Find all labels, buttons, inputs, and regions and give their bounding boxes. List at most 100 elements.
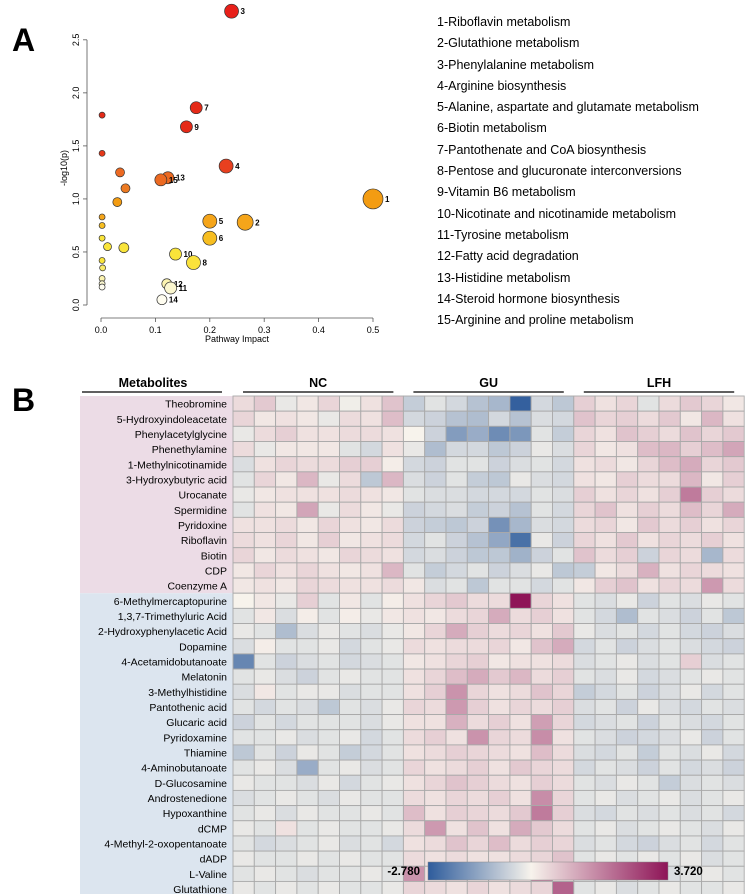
heatmap-cell — [381, 395, 404, 412]
heatmap-cell — [722, 486, 745, 503]
heatmap-cell — [530, 441, 553, 458]
heatmap-cell — [658, 683, 681, 700]
heatmap-cell — [402, 577, 426, 594]
heatmap-cell — [552, 744, 575, 761]
row-label: Melatonin — [181, 672, 227, 684]
heatmap-cell — [679, 395, 703, 412]
heatmap-cell — [637, 774, 660, 791]
heatmap-cell — [722, 501, 745, 518]
data-point-label: 13 — [176, 174, 185, 183]
row-label: D-Glucosamine — [155, 778, 228, 790]
x-axis-label: Pathway Impact — [205, 334, 270, 344]
data-point — [98, 149, 106, 157]
heatmap-cell — [275, 653, 298, 670]
heatmap-cell — [573, 744, 596, 761]
heatmap-cell — [445, 668, 468, 685]
heatmap-cell — [275, 456, 298, 473]
heatmap-cell — [275, 592, 298, 609]
heatmap-cell — [552, 562, 575, 579]
heatmap-cell — [722, 759, 745, 776]
row-label: Thiamine — [184, 747, 227, 759]
heatmap-cell — [445, 441, 468, 458]
heatmap-cell — [339, 516, 362, 533]
heatmap-cell — [445, 789, 468, 807]
heatmap-cell — [552, 805, 575, 822]
heatmap-cell — [232, 835, 255, 852]
heatmap-cell — [317, 456, 340, 473]
heatmap-cell — [360, 410, 383, 427]
heatmap-cell — [722, 698, 745, 716]
heatmap-cell — [253, 441, 277, 458]
heatmap-cell — [232, 729, 255, 746]
heatmap-cell — [701, 729, 724, 746]
heatmap-cell — [317, 410, 340, 427]
heatmap-cell — [317, 744, 340, 761]
colorbar-gradient — [427, 861, 669, 881]
heatmap-cell — [360, 698, 383, 716]
row-label: Hypoxanthine — [163, 808, 227, 820]
heatmap-cell — [445, 820, 468, 837]
heatmap-cell — [339, 425, 362, 442]
heatmap-cell — [466, 441, 490, 458]
heatmap-cell — [615, 441, 639, 458]
heatmap-cell — [381, 532, 404, 549]
heatmap-cell — [445, 805, 468, 822]
pathway-legend: 1-Riboflavin metabolism 2-Glutathione met… — [437, 12, 699, 331]
heatmap-cell — [530, 744, 553, 761]
heatmap-cell — [445, 516, 468, 533]
heatmap-cell — [722, 395, 745, 412]
heatmap-cell — [339, 683, 362, 700]
heatmap-cell — [381, 486, 404, 503]
heatmap-cell — [275, 425, 298, 442]
heatmap-cell — [488, 623, 511, 640]
heatmap-cell — [594, 653, 617, 670]
heatmap-cell — [232, 532, 255, 549]
heatmap-cell — [466, 880, 490, 894]
heatmap-cell — [615, 698, 639, 716]
heatmap-cell — [701, 744, 724, 761]
heatmap-cell — [317, 395, 340, 412]
heatmap-cell — [317, 729, 340, 746]
heatmap-cell — [253, 532, 277, 549]
heatmap-cell — [339, 698, 362, 716]
heatmap-cell — [275, 865, 298, 882]
heatmap-cell — [317, 501, 340, 518]
heatmap-cell — [701, 880, 724, 894]
heatmap-cell — [275, 501, 298, 518]
heatmap-cell — [445, 653, 468, 670]
heatmap-cell — [594, 744, 617, 761]
heatmap-cell — [573, 683, 596, 700]
data-point-label: 2 — [255, 218, 260, 227]
heatmap-cell — [275, 547, 298, 564]
heatmap-cell — [552, 653, 575, 670]
heatmap-cell — [360, 456, 383, 473]
heatmap-cell — [317, 880, 340, 894]
heatmap-cell — [445, 638, 468, 655]
heatmap-cell — [679, 789, 703, 807]
heatmap-cell — [530, 562, 553, 579]
heatmap-cell — [381, 501, 404, 518]
heatmap-cell — [509, 607, 532, 625]
heatmap-cell — [679, 698, 703, 716]
heatmap-cell — [424, 623, 447, 640]
data-point-label: 7 — [204, 104, 209, 113]
row-label: Theobromine — [165, 399, 227, 411]
heatmap-cell — [402, 486, 426, 503]
heatmap-cell — [445, 714, 468, 731]
heatmap-cell — [275, 759, 298, 776]
heatmap-cell — [679, 425, 703, 442]
y-tick-label: 0.0 — [71, 299, 81, 312]
heatmap-cell — [381, 789, 404, 807]
heatmap-cell — [701, 668, 724, 685]
heatmap-cell — [658, 880, 681, 894]
heatmap-cell — [317, 835, 340, 852]
row-label: Phenethylamine — [152, 444, 227, 456]
heatmap-cell — [552, 759, 575, 776]
heatmap-cell — [722, 835, 745, 852]
heatmap-cell — [381, 516, 404, 533]
heatmap-cell — [552, 501, 575, 518]
heatmap-cell — [701, 516, 724, 533]
row-label: Pyridoxine — [178, 520, 227, 532]
heatmap-cell — [402, 729, 426, 746]
heatmap-cell — [253, 638, 277, 655]
